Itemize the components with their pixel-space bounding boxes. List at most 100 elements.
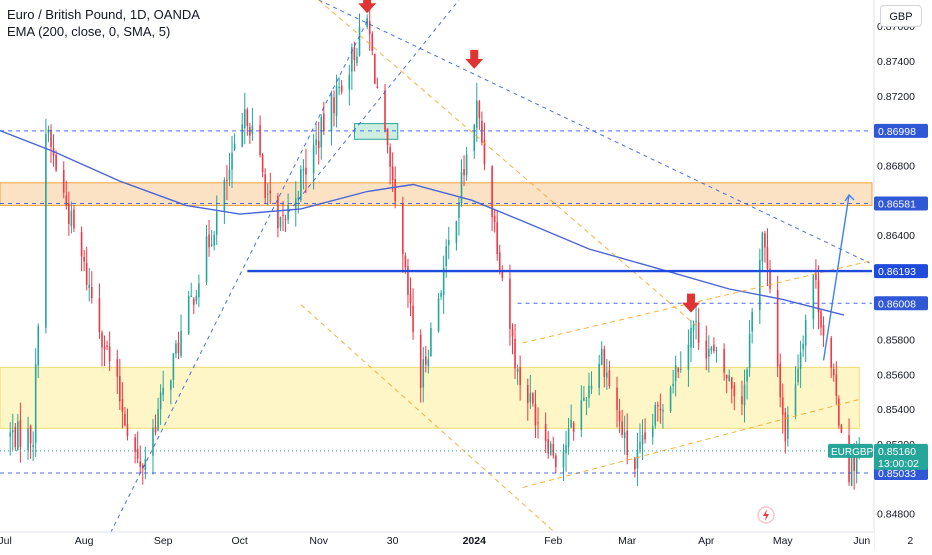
candle-up (37, 326, 40, 366)
price-level-tag (874, 264, 928, 279)
candle-up (187, 295, 190, 334)
candle-up (549, 443, 552, 455)
candle-up (588, 385, 590, 398)
candle-up (692, 324, 695, 331)
candle-down (815, 272, 817, 281)
zones-layer (0, 123, 873, 429)
candle-up (687, 344, 690, 370)
candles-layer (9, 9, 861, 490)
time-tick-label: Aug (75, 535, 94, 547)
candle-up (794, 384, 797, 415)
price-tick-label: 0.85400 (877, 404, 915, 416)
candle-down (65, 195, 68, 206)
candle-down (19, 420, 22, 448)
candle-up (590, 385, 593, 389)
candle-down (68, 203, 70, 225)
candle-down (511, 329, 514, 337)
candle-down (725, 374, 728, 379)
candle-up (348, 74, 351, 90)
time-tick-label: 2 (907, 535, 913, 547)
candle-down (412, 305, 414, 333)
candle-down (498, 252, 501, 272)
candle-down (514, 338, 516, 369)
candle-down (838, 398, 840, 426)
price-tick-label: 0.85800 (877, 334, 915, 346)
time-tick-label: Jun (853, 535, 870, 547)
candle-down (830, 338, 833, 368)
symbol-tag-text: EURGBP (831, 447, 874, 458)
candle-up (465, 154, 468, 176)
candle-down (261, 154, 264, 173)
candle-down (820, 311, 822, 328)
candle-down (259, 125, 261, 156)
candle-down (547, 439, 549, 454)
ema-layer (0, 129, 845, 316)
markers-layer (358, 0, 775, 524)
candle-up (695, 320, 697, 323)
candle-down (730, 377, 733, 389)
candle-up (440, 292, 442, 297)
candle-down (394, 179, 397, 202)
candle-up (162, 387, 164, 395)
candle-down (391, 166, 394, 181)
candle-up (447, 240, 450, 246)
candle-up (804, 320, 807, 346)
candle-up (351, 47, 353, 72)
candle-up (287, 205, 289, 220)
candle-down (840, 425, 843, 433)
candle-up (759, 259, 761, 311)
candle-up (761, 232, 764, 262)
trendline (318, 0, 697, 326)
candle-down (409, 294, 412, 304)
candle-up (266, 193, 269, 195)
projection-arrowhead (844, 193, 855, 202)
ema-200-line (0, 129, 845, 316)
candle-up (812, 275, 815, 320)
candle-down (226, 179, 228, 182)
indicator-title[interactable]: EMA (200, close, 0, SMA, 5) (7, 24, 171, 39)
candle-down (269, 190, 272, 194)
candle-up (366, 18, 368, 27)
candle-down (626, 430, 629, 456)
candle-up (312, 145, 315, 174)
candle-down (534, 404, 537, 426)
candle-down (537, 422, 539, 424)
candle-up (475, 100, 478, 128)
price-level-tag-text: 0.86008 (878, 298, 916, 310)
currency-button[interactable]: GBP (880, 5, 922, 27)
candle-down (317, 140, 320, 149)
candle-up (210, 244, 213, 246)
candle-up (636, 450, 639, 469)
candle-up (674, 365, 677, 382)
candle-down (101, 332, 103, 348)
symbol-title[interactable]: Euro / British Pound, 1D, OANDA (7, 7, 200, 22)
price-level-tag-text: 0.86581 (878, 199, 916, 211)
candle-up (205, 236, 208, 282)
candle-up (233, 143, 236, 151)
candle-down (384, 90, 386, 131)
candle-down (29, 425, 32, 444)
candle-down (402, 203, 404, 255)
time-tick-label: Oct (232, 535, 248, 547)
candle-up (335, 85, 338, 116)
sell-arrow-icon (681, 293, 700, 313)
candle-up (70, 210, 73, 226)
candle-down (764, 233, 766, 248)
candle-up (437, 298, 440, 332)
candle-down (340, 85, 343, 92)
candle-up (223, 179, 226, 212)
candle-up (787, 414, 789, 439)
candle-down (407, 266, 409, 295)
candle-down (124, 413, 126, 426)
candle-up (585, 399, 588, 401)
candle-down (80, 231, 83, 257)
candle-up (679, 368, 682, 370)
candle-down (733, 385, 736, 397)
candle-down (246, 109, 249, 126)
time-tick-label: Mar (618, 535, 637, 547)
candle-down (353, 47, 356, 61)
candle-up (715, 350, 718, 352)
trendline (106, 20, 368, 540)
